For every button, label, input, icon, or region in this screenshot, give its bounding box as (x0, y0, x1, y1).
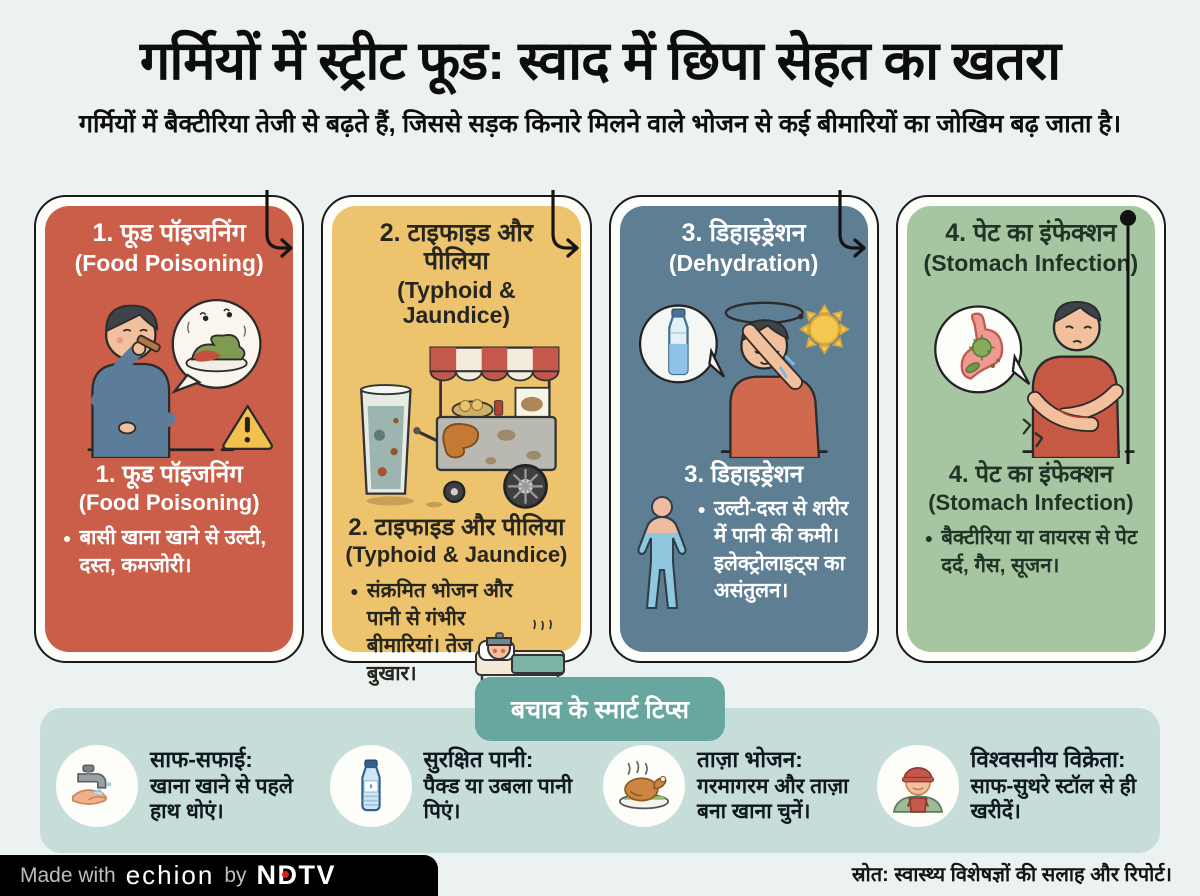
card-typhoid-jaundice: 2. टाइफाइड और पीलिया (Typhoid & Jaundice… (321, 195, 592, 685)
water-bottle-bubble (638, 304, 725, 384)
page-subtitle: गर्मियों में बैक्टीरिया तेजी से बढ़ते है… (78, 110, 1122, 139)
man-eating (91, 304, 176, 458)
card1-bullet-text: बासी खाना खाने से उल्टी, दस्त, कमजोरी। (79, 526, 267, 577)
card-dehydration-inner: 3. डिहाइड्रेशन (Dehydration) (619, 206, 868, 652)
vendor-icon (892, 766, 943, 813)
tips-heading: बचाव के स्मार्ट टिप्स (474, 677, 726, 741)
hand-wash-icon (72, 763, 112, 805)
card4-title-hindi: 4. पेट का इंफेक्शन (945, 219, 1117, 247)
card2-body-title-hindi: 2. टाइफाइड और पीलिया (348, 513, 565, 541)
water-bottle-icon (360, 759, 381, 811)
dizzy-man (724, 301, 820, 458)
card4-bullet-text: बैक्टीरिया या वायरस से पेट दर्द, गैस, सू… (941, 526, 1138, 577)
tip1-text: खाना खाने से पहले हाथ धोएं। (150, 774, 293, 824)
street-food-cart (413, 346, 560, 509)
card2-title-english: (Typhoid & Jaundice) (397, 277, 516, 329)
header: गर्मियों में स्ट्रीट फूड: स्वाद में छिपा… (0, 30, 1200, 140)
tip3-text: गरमागरम और ताज़ा बना खाना चुनें। (697, 774, 849, 824)
attribution-bar: Made with echion by NDTV (0, 855, 438, 896)
bullet-dot: ● (697, 500, 706, 517)
card3-title-hindi: 3. डिहाइड्रेशन (681, 219, 806, 247)
card1-title-hindi: 1. फूड पॉइजनिंग (92, 219, 246, 247)
dehydration-illustration (638, 301, 850, 458)
disease-cards-row: 1. फूड पॉइजनिंग (Food Poisoning) (34, 195, 1166, 685)
card1-body-title-english: (Food Poisoning) (78, 489, 260, 515)
tip1-title: साफ-सफाई: (150, 747, 253, 773)
page-title: गर्मियों में स्ट्रीट फूड: स्वाद में छिपा… (139, 31, 1061, 91)
tip-trusted-vendor: विश्वसनीय विक्रेता: साफ-सुथरे स्टॉल से ह… (876, 744, 1145, 827)
body-water-level-illustration (637, 495, 686, 609)
bullet-dot: ● (63, 530, 72, 547)
tip-safe-water: सुरक्षित पानी: पैक्ड या उबला पानी पिएं। (329, 744, 598, 827)
card1-body-title-hindi: 1. फूड पॉइजनिंग (95, 460, 243, 488)
dirty-water-glass (360, 383, 415, 506)
flow-arrow-3-icon (838, 190, 866, 258)
food-poisoning-illustration (87, 298, 273, 458)
card-food-poisoning-inner: 1. फूड पॉइजनिंग (Food Poisoning) (45, 206, 294, 652)
tip2-title: सुरक्षित पानी: (423, 747, 534, 773)
tip3-title: ताज़ा भोजन: (697, 747, 803, 773)
man-clutching-stomach (1022, 300, 1124, 458)
card2-body-title-english: (Typhoid & Jaundice) (345, 542, 568, 568)
card1-title-english: (Food Poisoning) (74, 249, 264, 276)
infected-stomach-bubble (933, 305, 1031, 394)
bullet-dot: ● (350, 583, 359, 600)
card2-title-hindi: 2. टाइफाइड और पीलिया (379, 219, 534, 275)
source-note: स्रोत: स्वास्थ्य विशेषज्ञों की सलाह और र… (851, 864, 1172, 886)
flow-end-pin-icon (1120, 210, 1136, 464)
hot-meal-icon (619, 760, 669, 809)
card4-body-title-hindi: 4. पेट का इंफेक्शन (948, 460, 1114, 488)
card-typhoid-jaundice-inner: 2. टाइफाइड और पीलिया (Typhoid & Jaundice… (332, 206, 581, 685)
card-stomach-infection-inner: 4. पेट का इंफेक्शन (Stomach Infection) (906, 206, 1155, 652)
typhoid-jaundice-illustration (360, 346, 560, 509)
tip4-text: साफ-सुथरे स्टॉल से ही खरीदें। (970, 774, 1137, 824)
card4-title-english: (Stomach Infection) (923, 249, 1139, 276)
spoiled-food-bubble (171, 298, 262, 394)
bullet-dot: ● (924, 530, 934, 547)
sick-person-in-bed-illustration (474, 619, 565, 682)
made-with-label: Made with (20, 863, 116, 887)
flow-arrow-1-icon (265, 190, 293, 258)
flow-arrow-2-icon (551, 190, 579, 258)
warning-triangle-icon (222, 404, 273, 450)
tip-hygiene: साफ-सफाई: खाना खाने से पहले हाथ धोएं। (56, 744, 324, 827)
tip4-title: विश्वसनीय विक्रेता: (970, 747, 1126, 773)
card3-body-title-hindi: 3. डिहाइड्रेशन (684, 460, 804, 488)
stomach-infection-illustration (933, 300, 1135, 458)
card4-body-title-english: (Stomach Infection) (928, 489, 1134, 515)
card3-title-english: (Dehydration) (668, 249, 819, 276)
sun-icon (798, 303, 850, 355)
tip-fresh-food: ताज़ा भोजन: गरमागरम और ताज़ा बना खाना चु… (603, 744, 871, 827)
card-stomach-infection: 4. पेट का इंफेक्शन (Stomach Infection) (895, 195, 1166, 663)
card-food-poisoning: 1. फूड पॉइजनिंग (Food Poisoning) (34, 195, 305, 663)
echion-logo: echion (125, 860, 215, 890)
card-dehydration: 3. डिहाइड्रेशन (Dehydration) (608, 195, 879, 663)
ndtv-logo: NDTV (256, 860, 337, 890)
by-label: by (224, 863, 247, 887)
prevention-tips-panel: बचाव के स्मार्ट टिप्स सा (40, 677, 1160, 853)
tip2-text: पैक्ड या उबला पानी पिएं। (423, 774, 573, 824)
card2-bullet-text: संक्रमित भोजन और पानी से गंभीर बीमारियां… (366, 579, 513, 685)
card3-bullet-text: उल्टी-दस्त से शरीर में पानी की कमी। इलेक… (713, 496, 849, 603)
